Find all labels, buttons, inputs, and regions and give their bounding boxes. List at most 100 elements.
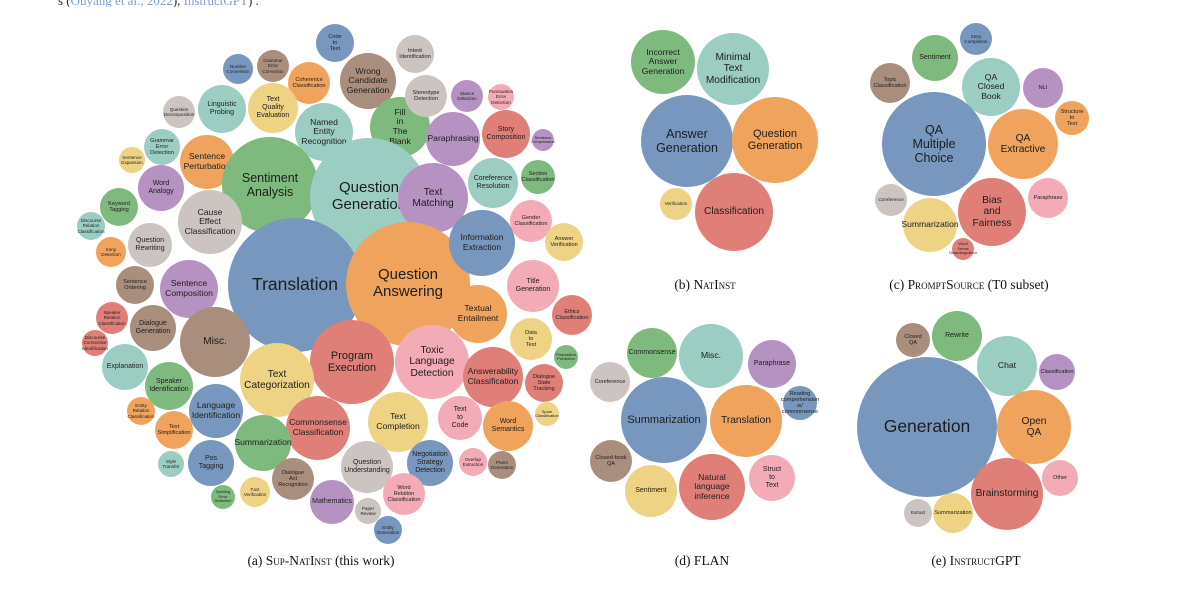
bubble-story-composition: Story Composition <box>482 110 530 158</box>
bubble-stereotype-detection: Stereotype Detection <box>405 75 447 117</box>
bubble-entity-relation-classification: Entity Relation Classification <box>127 397 155 425</box>
bubble-brainstorming: Brainstorming <box>971 458 1043 530</box>
bubble-label: Ethics Classification <box>555 308 589 321</box>
bubble-label: Open QA <box>1021 415 1047 438</box>
bubble-question-rewriting: Question Rewriting <box>128 223 172 267</box>
bubble-intent-identification: Intent Identification <box>396 35 434 73</box>
fragment-text: s ( <box>58 0 71 7</box>
fragment-text: InstructGPT <box>184 0 248 7</box>
bubble-paraphrasing: Paraphrasing <box>426 112 480 166</box>
bubble-label: Wrong Candidate Generation <box>346 65 390 95</box>
bubble-label: Spelling Error Detection <box>214 489 232 504</box>
bubble-label: Rewrite <box>945 332 969 340</box>
bubble-label: Brainstorming <box>975 488 1039 500</box>
bubble-answer-generation: Answer Generation <box>641 95 733 187</box>
bubble-cause-effect-classification: Cause Effect Classification <box>178 190 242 254</box>
bubble-spam-classification: Spam Classification <box>535 402 559 426</box>
bubble-label: Code to Text <box>328 33 342 53</box>
bubble-label: Punctuation Error Detection <box>488 89 514 105</box>
bubble-label: Discourse Connective Identification <box>82 335 108 351</box>
bubble-label: Classification <box>703 206 765 218</box>
bubble-label: Struct to Text <box>762 466 782 489</box>
bubble-label: Coherence Classification <box>292 76 326 89</box>
bubble-label: Question Understanding <box>344 459 390 474</box>
bubble-label: Sentiment <box>919 54 951 62</box>
bubble-label: QA Multiple Choice <box>912 123 956 165</box>
bubble-label: Dialogue Act Recognition <box>278 469 308 489</box>
bubble-coherence-classification: Coherence Classification <box>288 62 330 104</box>
bubble-label: Sentence Perturbation <box>183 151 231 171</box>
bubble-number-conversion: Number Conversion <box>223 54 253 84</box>
bubble-verification: Verification <box>660 188 692 220</box>
bubble-label: Section Classification <box>521 170 555 183</box>
bubble-label: Question Rewriting <box>135 237 165 252</box>
bubble-coreference: Coreference <box>590 362 630 402</box>
bubble-label: Commonsense <box>628 349 676 357</box>
bubble-label: Style Transfer <box>162 458 180 469</box>
bubble-label: Explanation <box>106 363 144 371</box>
caption-text: PromptSource <box>907 277 985 292</box>
bubble-dialogue-state-tracking: Dialogue State Tracking <box>525 364 563 402</box>
bubble-fact-verification: Fact Verification <box>240 477 270 507</box>
fragment-text: ), <box>173 0 184 7</box>
bubble-label: Sentiment Analysis <box>241 171 299 199</box>
bubble-reading-comprehension-w-commonsense: Reading comprehension w/ commonsense <box>781 386 819 420</box>
bubble-summarization: Summarization <box>901 198 959 252</box>
bubble-misc: Misc. <box>679 324 743 388</box>
bubble-grammar-error-detection: Grammar Error Detection <box>144 129 180 165</box>
bubble-paraphrase: Paraphrase <box>748 340 796 388</box>
bubble-paraphrase: Paraphrase <box>1028 178 1068 218</box>
bubble-label: Text Quality Evaluation <box>256 96 290 119</box>
bubble-information-extraction: Information Extraction <box>449 210 515 276</box>
bubble-label: Bias and Fairness <box>972 194 1012 229</box>
bubble-sentiment: Sentiment <box>625 465 677 517</box>
bubble-sentiment: Sentiment <box>912 35 958 81</box>
bubble-label: Cause Effect Classification <box>184 206 236 236</box>
bubble-mathematics: Mathematics <box>310 480 354 524</box>
bubble-label: Sentence Composition <box>165 278 213 298</box>
bubble-label: Misc. <box>203 336 227 348</box>
fragment-text: ) . <box>248 0 259 7</box>
bubble-label: Intent Identification <box>399 47 431 60</box>
caption-e: (e) InstructGPT <box>931 553 1020 569</box>
bubble-label: Incorrect Answer Generation <box>641 46 685 76</box>
bubble-label: Text to Code <box>451 406 469 429</box>
bubble-label: Word Relation Classification <box>387 484 421 504</box>
bubble-style-transfer: Style Transfer <box>158 451 184 477</box>
bubble-commonsense-classification: Commonsense Classification <box>286 396 350 460</box>
bubble-label: Word Analogy <box>148 180 174 195</box>
bubble-label: Summarization <box>934 509 972 516</box>
bubble-label: Coreference Resolution <box>473 175 513 190</box>
bubble-label: Translation <box>720 415 772 427</box>
bubble-label: Text Simplification <box>157 423 191 436</box>
bubble-label: Topic Classification <box>873 76 907 89</box>
bubble-label: Gender Classification <box>514 214 548 227</box>
bubble-label: Dialogue State Tracking <box>532 373 556 393</box>
bubble-label: Fact Verification <box>243 486 267 497</box>
bubble-label: Information Extraction <box>460 232 504 252</box>
bubble-structure-to-text: Structure to Text <box>1055 101 1089 135</box>
bubble-label: Closed QA <box>904 333 922 346</box>
bubble-summarization: Summarization <box>621 377 707 463</box>
bubble-label: Minimal Text Modification <box>705 51 761 86</box>
bubble-label: Textual Entailment <box>457 303 499 323</box>
bubble-sentence-ordering: Sentence Ordering <box>116 266 154 304</box>
bubble-label: Text Matching <box>412 186 454 209</box>
bubble-label: Paraphrase <box>1033 194 1063 201</box>
bubble-sentence-expansion: Sentence Expansion <box>119 147 145 173</box>
bubble-label: Answer Generation <box>656 127 718 155</box>
bubble-label: Sentiment <box>635 487 667 495</box>
bubble-generation: Generation <box>857 357 997 497</box>
bubble-word-relation-classification: Word Relation Classification <box>383 473 425 515</box>
bubble-speaker-identification: Speaker Identification <box>145 362 193 410</box>
bubble-label: Stance Detection <box>457 90 477 101</box>
bubble-label: Answerability Classification <box>467 366 519 386</box>
bubble-qa-closed-book: QA Closed Book <box>962 58 1020 116</box>
bubble-label: Poem Generation <box>490 459 514 470</box>
bubble-closed-book-qa: Closed-book QA <box>590 440 632 482</box>
bubble-label: Structure to Text <box>1060 108 1084 128</box>
bubble-label: Sentence Compression <box>531 134 555 144</box>
